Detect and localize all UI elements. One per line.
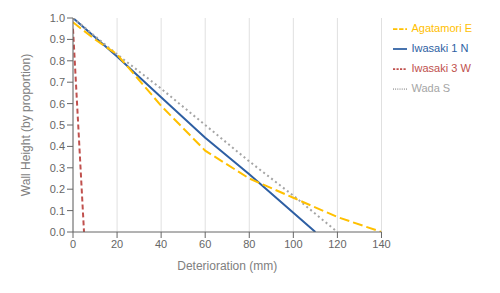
svg-text:Deterioration (mm): Deterioration (mm) — [177, 259, 277, 273]
svg-text:0.4: 0.4 — [50, 140, 65, 152]
svg-text:120: 120 — [328, 238, 346, 250]
html-text:Wada S: Wada S — [411, 82, 451, 94]
svg-text:0: 0 — [70, 238, 76, 250]
svg-text:0.9: 0.9 — [50, 33, 65, 45]
svg-text:0.2: 0.2 — [50, 183, 65, 195]
svg-text:60: 60 — [199, 238, 211, 250]
html-text:Iwasaki 1 N: Iwasaki 1 N — [411, 42, 469, 54]
svg-text:0.1: 0.1 — [50, 205, 65, 217]
svg-text:Wall Height (by proportion): Wall Height (by proportion) — [19, 54, 33, 196]
svg-text:1.0: 1.0 — [50, 12, 65, 24]
svg-text:80: 80 — [243, 238, 255, 250]
svg-text:0.7: 0.7 — [50, 76, 65, 88]
html-text:Iwasaki 3 W: Iwasaki 3 W — [411, 62, 471, 74]
svg-text:0.0: 0.0 — [50, 226, 65, 238]
svg-text:0.5: 0.5 — [50, 119, 65, 131]
html-text:Agatamori E: Agatamori E — [411, 22, 472, 34]
svg-text:0.8: 0.8 — [50, 55, 65, 67]
svg-text:40: 40 — [155, 238, 167, 250]
svg-text:0.3: 0.3 — [50, 162, 65, 174]
svg-text:20: 20 — [111, 238, 123, 250]
svg-text:0.6: 0.6 — [50, 98, 65, 110]
svg-text:100: 100 — [284, 238, 302, 250]
svg-text:140: 140 — [372, 238, 390, 250]
